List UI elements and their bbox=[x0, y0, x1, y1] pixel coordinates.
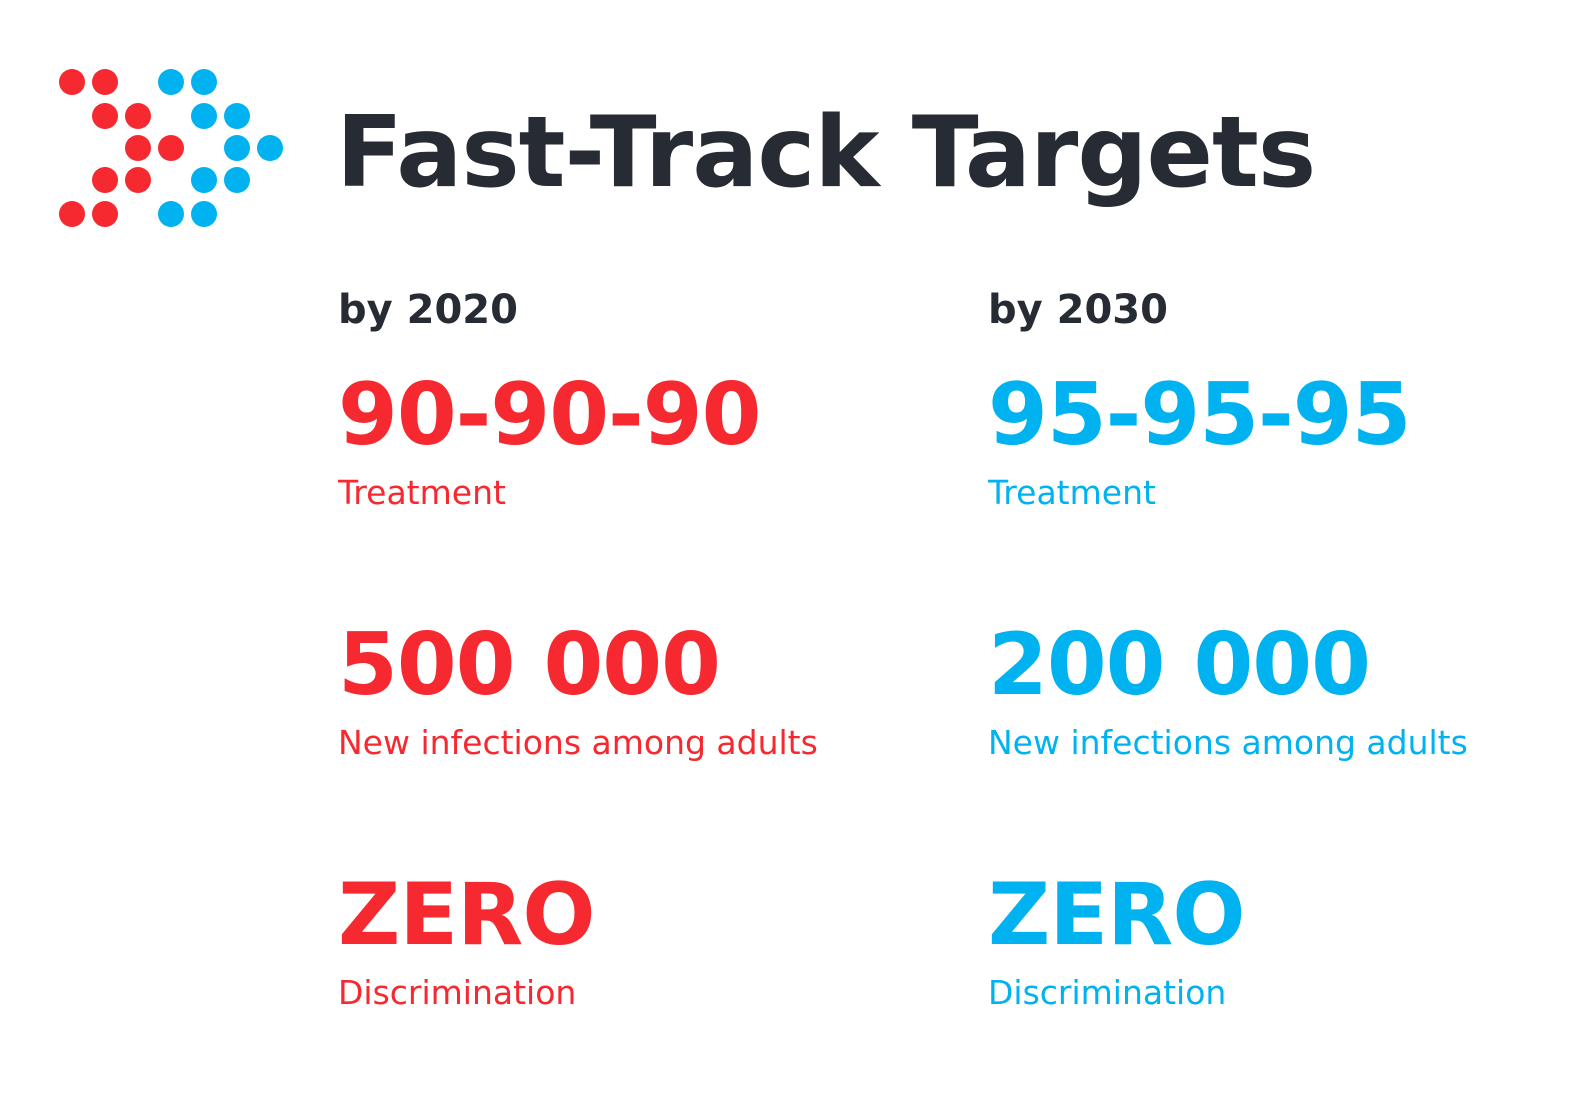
treatment-label: Treatment bbox=[338, 473, 506, 512]
logo-red-dots bbox=[59, 69, 184, 227]
infections-value: 200 000 bbox=[988, 615, 1371, 715]
treatment-target-2030: 95-95-95 Treatment bbox=[988, 372, 1568, 616]
treatment-target-2020: 90-90-90 Treatment bbox=[338, 372, 918, 616]
discrimination-label: Discrimination bbox=[338, 973, 577, 1012]
targets-2030-column: by 2030 95-95-95 Treatment 200 000 New i… bbox=[988, 290, 1568, 1116]
treatment-value: 90-90-90 bbox=[338, 365, 761, 465]
targets-2020-column: by 2020 90-90-90 Treatment 500 000 New i… bbox=[338, 290, 918, 1116]
infections-label: New infections among adults bbox=[988, 723, 1468, 762]
dots-arrow-logo-icon bbox=[59, 69, 283, 227]
treatment-value: 95-95-95 bbox=[988, 365, 1411, 465]
treatment-label: Treatment bbox=[988, 473, 1156, 512]
discrimination-target-2030: ZERO Discrimination bbox=[988, 872, 1568, 1116]
year-heading-2030: by 2030 bbox=[988, 287, 1168, 333]
discrimination-target-2020: ZERO Discrimination bbox=[338, 872, 918, 1116]
infections-value: 500 000 bbox=[338, 615, 721, 715]
logo-blue-dots bbox=[158, 69, 283, 227]
infections-target-2020: 500 000 New infections among adults bbox=[338, 622, 918, 866]
discrimination-value: ZERO bbox=[988, 865, 1245, 965]
discrimination-value: ZERO bbox=[338, 865, 595, 965]
infections-label: New infections among adults bbox=[338, 723, 818, 762]
discrimination-label: Discrimination bbox=[988, 973, 1227, 1012]
infections-target-2030: 200 000 New infections among adults bbox=[988, 622, 1568, 866]
page-title: Fast-Track Targets bbox=[336, 96, 1316, 210]
year-heading-2020: by 2020 bbox=[338, 287, 518, 333]
